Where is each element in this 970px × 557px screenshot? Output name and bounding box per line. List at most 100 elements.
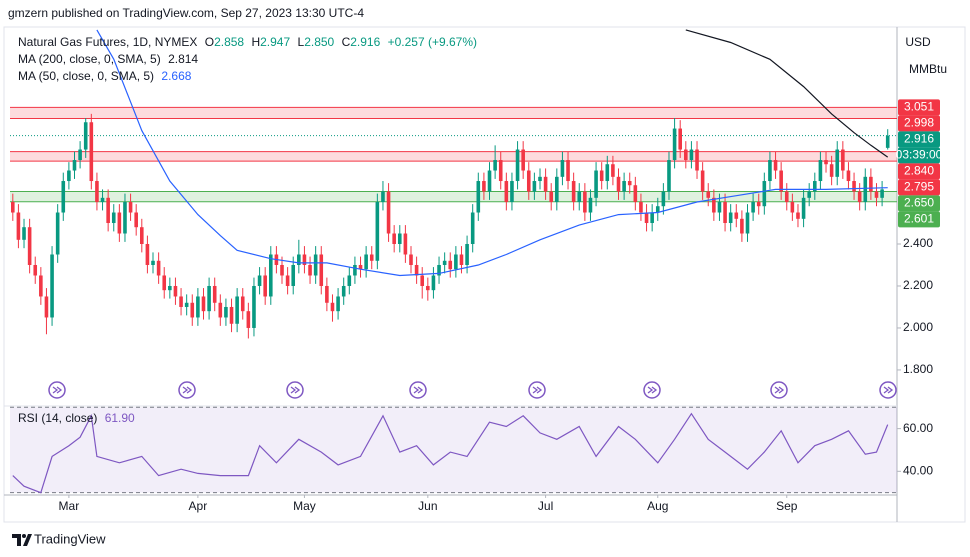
candle-body <box>885 135 890 148</box>
candle-body <box>846 170 851 182</box>
candle-body <box>33 264 38 276</box>
x-tick-label: Sep <box>776 499 798 513</box>
zone-label-box <box>898 195 940 212</box>
candle-body <box>308 264 312 276</box>
icon-arrow <box>883 386 894 394</box>
x-tick-label: May <box>293 499 316 513</box>
candle-body <box>521 149 525 171</box>
candle-body <box>622 181 626 192</box>
candle-body <box>829 164 834 177</box>
event-icon <box>409 381 427 399</box>
ohlc-key: C <box>341 35 351 49</box>
event-icon <box>879 381 897 399</box>
candle-body <box>297 254 301 265</box>
x-tick-label: Apr <box>189 499 208 513</box>
ohlc-value: 2.947 <box>260 35 291 49</box>
candle-body <box>874 191 879 198</box>
candle-body <box>240 296 245 312</box>
y-tick-label: 60.00 <box>903 421 933 435</box>
candle-body <box>196 296 200 318</box>
y-tick-label: 1.800 <box>903 362 933 376</box>
candle-body <box>358 264 363 270</box>
event-icon <box>48 381 66 399</box>
ohlc-key: L <box>297 35 305 49</box>
candle-body <box>476 181 481 213</box>
candle-body <box>280 264 284 276</box>
candle-body <box>263 275 267 297</box>
candle-body <box>700 170 705 192</box>
candle-body <box>431 275 436 291</box>
legend-name: MA (50, close, 0, SMA, 5) <box>18 69 155 83</box>
candle-body <box>571 181 576 203</box>
event-icon <box>178 381 196 399</box>
candle-body <box>532 181 537 192</box>
y-tick-label: 2.200 <box>903 278 933 292</box>
candle-body <box>684 149 688 161</box>
candle-body <box>168 285 172 291</box>
rsi-band <box>10 407 897 493</box>
candle-body <box>246 311 251 328</box>
candle-body <box>841 149 845 171</box>
candle-body <box>555 176 559 203</box>
change: +0.257 (+9.67%) <box>387 35 478 49</box>
legend-name: RSI (14, close) <box>18 411 98 425</box>
rsi-pane <box>10 406 897 494</box>
ma50-legend: MA (50, close, 0, SMA, 5) 2.668 <box>18 69 195 83</box>
ohlc-key: H <box>251 35 261 49</box>
candle-body <box>588 197 593 213</box>
icon-arrow <box>182 386 193 394</box>
last-price-label-box <box>898 131 940 148</box>
candle-body <box>162 275 167 291</box>
candle-body <box>667 160 671 192</box>
candle-body <box>448 260 453 270</box>
ohlc-value: 2.858 <box>214 35 245 49</box>
legend-name: MA (200, close, 0, SMA, 5) <box>18 52 161 66</box>
candle-body <box>67 170 71 182</box>
candle-body <box>403 233 408 255</box>
ma200-legend: MA (200, close, 0, SMA, 5) 2.814 <box>18 52 202 66</box>
y-tick-label: 2.000 <box>903 320 933 334</box>
candle-body <box>482 181 486 192</box>
candle-body <box>218 302 223 318</box>
candle-body <box>650 212 654 224</box>
candle-body <box>145 243 150 265</box>
candle-body <box>723 202 727 224</box>
candle-body <box>549 191 554 203</box>
main-legend: Natural Gas Futures, 1D, NYMEX O2.858 H2… <box>18 35 481 49</box>
candle-body <box>78 149 82 161</box>
candle-body <box>397 233 402 244</box>
candle-body <box>437 264 441 276</box>
candle-body <box>526 170 531 192</box>
candle-body <box>330 302 335 312</box>
candle-body <box>414 264 419 276</box>
candle-body <box>364 254 368 270</box>
last-price-label: 2.916 <box>904 132 934 146</box>
candle-body <box>252 285 256 328</box>
logo <box>12 534 32 546</box>
candle-body <box>111 212 116 224</box>
event-icon <box>286 381 304 399</box>
candle-body <box>487 170 492 192</box>
candle-body <box>123 202 127 234</box>
candle-body <box>863 176 868 203</box>
currency: USD <box>905 35 931 49</box>
unit: MMBtu <box>909 62 947 76</box>
candle-body <box>689 149 694 161</box>
candle-body <box>89 122 94 182</box>
icon-arrow <box>413 386 424 394</box>
candle-body <box>712 197 716 213</box>
candle-body <box>762 181 767 207</box>
countdown: 03:39:00 <box>896 148 943 162</box>
candle-body <box>224 306 228 318</box>
candle-body <box>655 206 660 213</box>
candle-body <box>566 160 570 182</box>
candle-body <box>672 128 677 161</box>
zone-label-box <box>898 163 940 180</box>
candle-body <box>117 212 122 234</box>
candle-body <box>375 202 380 261</box>
candle-body <box>605 164 610 182</box>
candle-body <box>100 197 105 203</box>
zone-label: 2.840 <box>904 164 934 178</box>
candle-body <box>156 260 161 276</box>
candle-body <box>257 275 262 286</box>
